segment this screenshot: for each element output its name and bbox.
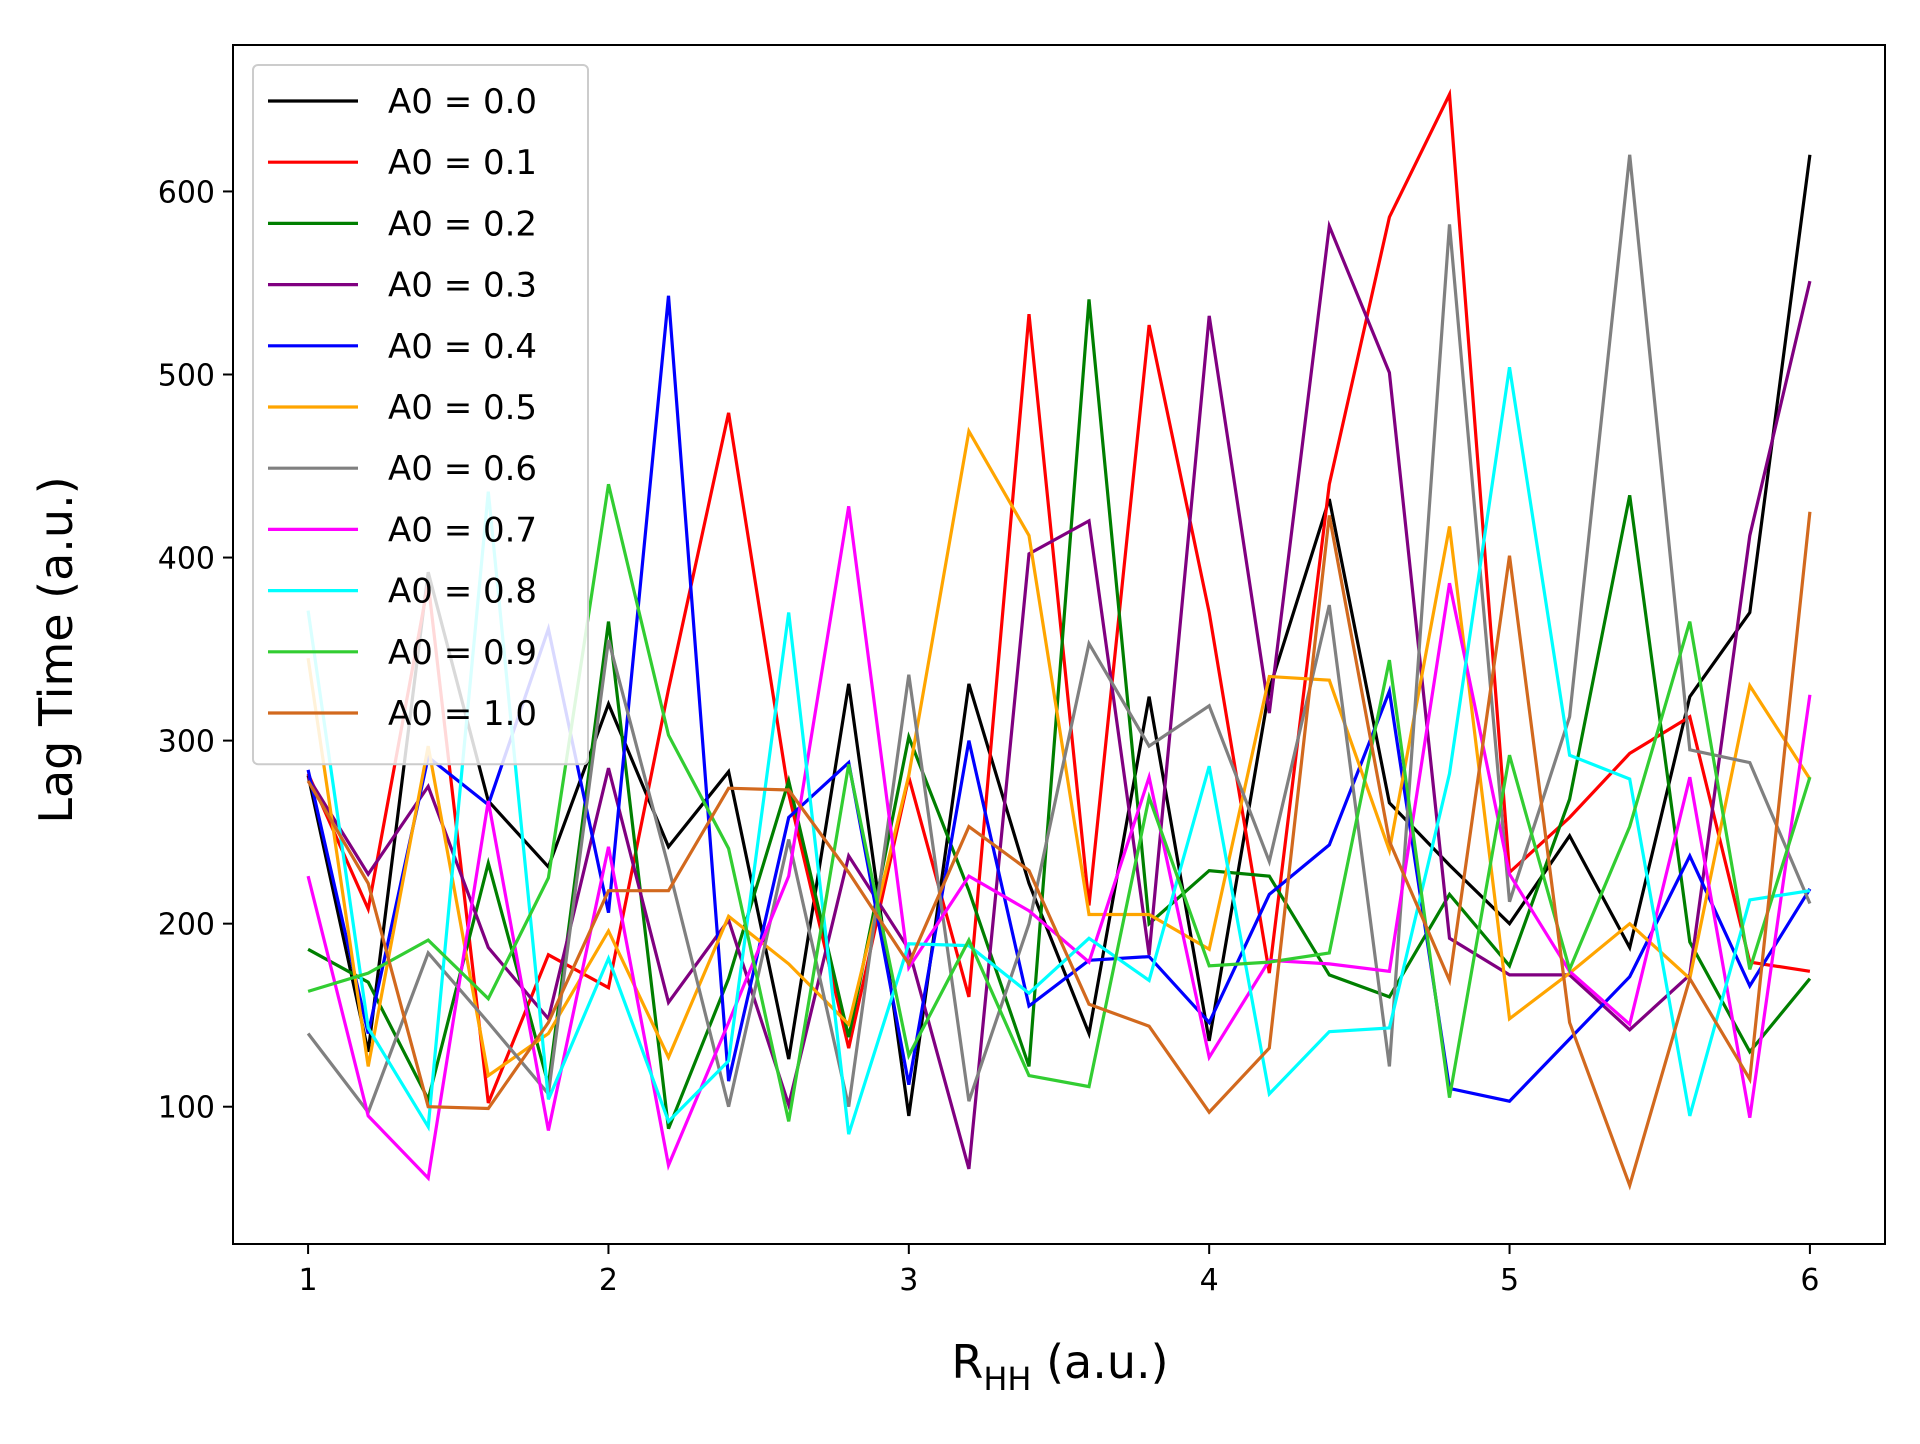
x-tick-label: 4 [1200,1263,1219,1298]
x-axis-label: RHH (a.u.) [951,1335,1168,1398]
y-tick-label: 100 [158,1091,215,1126]
series-line [306,219,1812,1170]
legend-label: A0 = 1.0 [388,694,537,734]
x-axis-label-units: (a.u.) [1031,1335,1168,1389]
y-axis: 100 200 300 400 500 600 [158,175,233,1126]
x-axis-label-subscript: HH [983,1360,1031,1398]
y-tick-label: 400 [158,542,215,577]
legend-label: A0 = 0.1 [388,143,537,183]
x-tick-label: 6 [1800,1263,1819,1298]
series-line [306,154,1812,1116]
y-tick-label: 500 [158,358,215,393]
legend-label: A0 = 0.7 [388,510,537,550]
legend-label: A0 = 0.3 [388,266,537,306]
legend-label: A0 = 0.9 [388,633,537,673]
legend-label: A0 = 0.2 [388,204,537,244]
legend-label: A0 = 0.4 [388,327,537,367]
y-tick-label: 300 [158,725,215,760]
x-tick-label: 3 [899,1263,918,1298]
series-line [306,366,1811,1135]
series-layer [306,88,1812,1191]
x-tick-label: 5 [1500,1263,1519,1298]
x-tick-label: 1 [299,1263,318,1298]
series-line [306,511,1812,1191]
y-axis-label: Lag Time (a.u.) [29,476,83,823]
x-tick-label: 2 [599,1263,618,1298]
y-tick-label: 200 [158,908,215,943]
y-tick-label: 600 [158,175,215,210]
legend-label: A0 = 0.5 [388,388,537,428]
legend-label: A0 = 0.6 [388,449,537,489]
legend-label: A0 = 0.0 [388,82,537,122]
x-axis-label-main: R [951,1335,983,1389]
legend: A0 = 0.0 A0 = 0.1 A0 = 0.2 A0 = 0.3 A0 = 0.4… [252,64,589,766]
legend-label: A0 = 0.8 [388,572,537,612]
series-line [306,154,1812,1117]
x-axis: 1 2 3 4 5 6 [299,1244,1819,1298]
